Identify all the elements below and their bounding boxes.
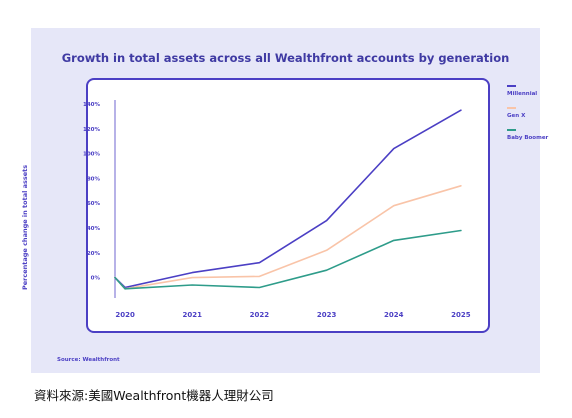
legend-swatch-baby-boomer	[507, 129, 516, 131]
x-tick-label: 2023	[317, 311, 337, 319]
legend-swatch-millennial	[507, 85, 516, 87]
x-tick-label: 2022	[250, 311, 270, 319]
legend-swatch-gen-x	[507, 107, 516, 109]
y-tick-label: 60%	[87, 201, 101, 207]
chart-panel: Growth in total assets across all Wealth…	[21, 28, 548, 373]
x-tick-label: 2024	[384, 311, 404, 319]
series-line-baby-boomer	[114, 229, 462, 290]
source-note: Source: Wealthfront	[57, 357, 120, 363]
series-line-gen-x	[114, 185, 462, 290]
image-caption: 資料來源:美國Wealthfront機器人理財公司	[34, 388, 274, 403]
plot-area	[86, 78, 490, 333]
legend-label-millennial: Millennial	[507, 91, 538, 97]
legend-label-baby-boomer: Baby Boomer	[507, 135, 549, 141]
chart-title: Growth in total assets across all Wealth…	[61, 51, 510, 65]
y-tick-label: 80%	[87, 176, 101, 182]
y-tick-label: 20%	[87, 251, 101, 257]
y-tick-label: 140%	[83, 102, 100, 108]
x-tick-label: 2020	[115, 311, 135, 319]
y-tick-label: 120%	[83, 127, 100, 133]
x-tick-label: 2021	[183, 311, 203, 319]
series-line-millennial	[114, 109, 462, 289]
x-tick-label: 2025	[451, 311, 471, 319]
y-tick-label: 100%	[83, 152, 100, 158]
legend-label-gen-x: Gen X	[507, 113, 526, 119]
y-tick-label: 40%	[87, 226, 101, 232]
y-tick-label: 0%	[91, 276, 101, 282]
